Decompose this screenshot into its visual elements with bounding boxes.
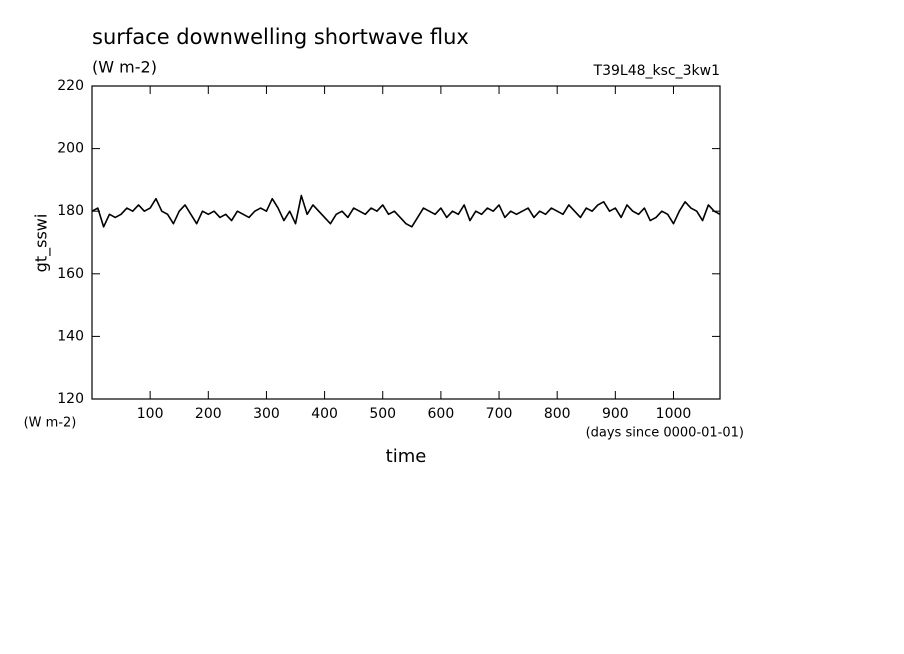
x-tick-label: 200 (195, 406, 222, 422)
y-tick-label: 180 (57, 203, 84, 219)
x-tick-label: 100 (137, 406, 164, 422)
x-tick-label: 400 (311, 406, 338, 422)
x-axis-label: time (386, 446, 427, 467)
annotation: T39L48_ksc_3kw1 (593, 63, 720, 79)
y-unit: (W m-2) (24, 416, 77, 431)
y-tick-label: 160 (57, 266, 84, 282)
x-tick-label: 500 (369, 406, 396, 422)
y-tick-label: 120 (57, 391, 84, 407)
x-tick-label: 800 (544, 406, 571, 422)
chart-subtitle: (W m-2) (92, 58, 157, 77)
x-tick-label: 700 (486, 406, 513, 422)
chart-title: surface downwelling shortwave flux (92, 25, 469, 49)
plot-frame (91, 85, 721, 400)
y-tick-label: 220 (57, 78, 84, 94)
data-line (91, 194, 721, 228)
x-unit: (days since 0000-01-01) (586, 426, 744, 441)
x-tick-label: 900 (602, 406, 629, 422)
x-tick-label: 300 (253, 406, 280, 422)
x-tick-label: 1000 (656, 406, 692, 422)
y-axis-label: gt_sswi (32, 214, 52, 273)
x-tick-label: 600 (428, 406, 455, 422)
y-tick-label: 140 (57, 328, 84, 344)
y-tick-label: 200 (57, 141, 84, 157)
